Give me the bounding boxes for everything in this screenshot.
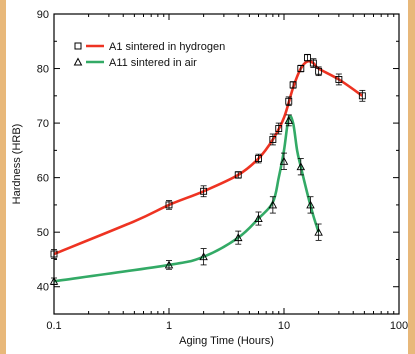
x-tick-label: 100 bbox=[390, 320, 408, 332]
legend-label-air: A11 sintered in air bbox=[109, 57, 197, 69]
data-point-air bbox=[284, 115, 294, 124]
data-point-hydrogen bbox=[297, 65, 305, 72]
data-point-air bbox=[233, 233, 243, 242]
y-tick-label: 80 bbox=[37, 64, 49, 76]
legend-label-hydrogen: A1 sintered in hydrogen bbox=[109, 41, 225, 53]
data-point-hydrogen bbox=[309, 59, 317, 67]
chart-frame: 40 50 60 70 80 90 0.1 1 10 100 Aging Time (Hours)… bbox=[6, 0, 408, 354]
data-point-hydrogen bbox=[304, 54, 311, 62]
data-point-hydrogen bbox=[285, 97, 293, 105]
y-tick-label: 70 bbox=[37, 118, 49, 130]
series-points bbox=[49, 53, 366, 285]
triangle-marker-icon bbox=[73, 57, 83, 66]
data-point-air bbox=[268, 200, 278, 209]
legend-item-air: A11 sintered in air bbox=[73, 57, 197, 69]
plot-area-border bbox=[53, 13, 400, 315]
data-point-air bbox=[254, 214, 263, 222]
y-axis-label: Hardness (HRB) bbox=[11, 124, 23, 205]
data-point-hydrogen bbox=[335, 76, 343, 83]
data-point-hydrogen bbox=[275, 125, 283, 132]
data-point-air bbox=[306, 200, 315, 209]
data-point-hydrogen bbox=[234, 171, 242, 179]
hardness-chart: 40 50 60 70 80 90 0.1 1 10 100 Aging Time (Hours)… bbox=[11, 9, 408, 347]
data-point-air bbox=[279, 156, 289, 165]
data-point-air bbox=[199, 252, 208, 261]
y-tick-label: 60 bbox=[37, 173, 49, 185]
data-point-hydrogen bbox=[315, 67, 323, 75]
x-axis-label: Aging Time (Hours) bbox=[179, 335, 274, 347]
axis-ticks bbox=[53, 13, 400, 315]
data-point-hydrogen bbox=[358, 92, 366, 100]
data-point-hydrogen bbox=[200, 187, 208, 195]
x-tick-label: 10 bbox=[278, 320, 290, 332]
x-tick-label: 0.1 bbox=[46, 320, 61, 332]
series-curves bbox=[53, 59, 364, 283]
y-tick-label: 40 bbox=[37, 282, 49, 294]
data-point-air bbox=[314, 227, 323, 236]
data-point-hydrogen bbox=[269, 136, 277, 143]
y-tick-label: 50 bbox=[37, 227, 49, 239]
data-point-air bbox=[164, 260, 174, 269]
y-tick-label: 90 bbox=[37, 9, 49, 21]
data-point-air bbox=[296, 162, 306, 171]
square-marker-icon bbox=[74, 42, 82, 50]
data-point-hydrogen bbox=[289, 81, 297, 89]
data-point-hydrogen bbox=[255, 155, 262, 162]
legend-item-hydrogen: A1 sintered in hydrogen bbox=[74, 41, 225, 53]
x-tick-label: 1 bbox=[166, 320, 172, 332]
data-point-hydrogen bbox=[165, 201, 173, 209]
tick-labels: 40 50 60 70 80 90 0.1 1 10 100 bbox=[37, 9, 408, 332]
legend: A1 sintered in hydrogen A11 sintered in … bbox=[73, 41, 225, 69]
